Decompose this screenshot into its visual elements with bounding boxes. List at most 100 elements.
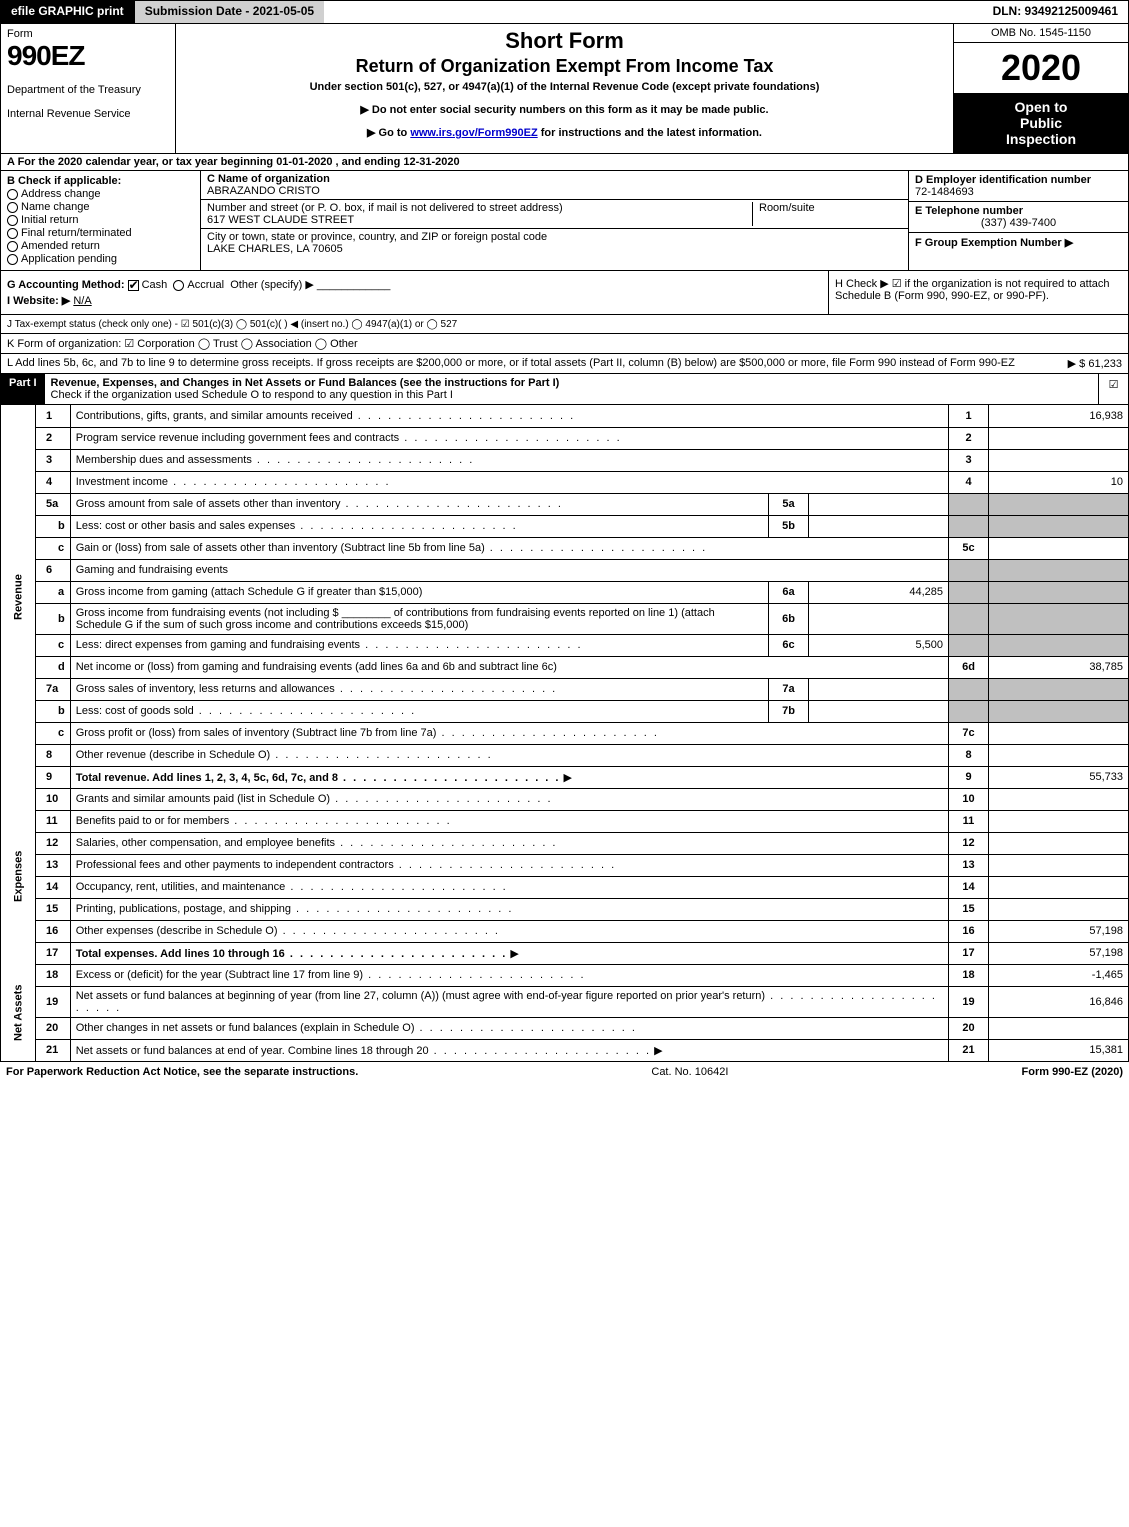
l7c-desc: Gross profit or (loss) from sales of inv… [76, 727, 659, 739]
l10-num: 10 [36, 788, 71, 810]
line-3: 3 Membership dues and assessments 3 [1, 449, 1129, 471]
l20-rnum: 20 [949, 1017, 989, 1039]
l8-desc: Other revenue (describe in Schedule O) [76, 749, 493, 761]
l5a-rval-shade [989, 493, 1129, 515]
line-4: 4 Investment income 4 10 [1, 471, 1129, 493]
omb-number: OMB No. 1545-1150 [954, 24, 1128, 43]
l9-val: 55,733 [989, 766, 1129, 788]
l9-desc: Total revenue. Add lines 1, 2, 3, 4, 5c,… [76, 772, 561, 784]
l11-rnum: 11 [949, 810, 989, 832]
l7c-rnum: 7c [949, 722, 989, 744]
line-14: 14 Occupancy, rent, utilities, and maint… [1, 876, 1129, 898]
l2-desc: Program service revenue including govern… [76, 432, 622, 444]
line-5b: b Less: cost or other basis and sales ex… [1, 515, 1129, 537]
l5a-desc: Gross amount from sale of assets other t… [76, 498, 563, 510]
footer-left: For Paperwork Reduction Act Notice, see … [6, 1066, 358, 1078]
line-11: 11 Benefits paid to or for members 11 [1, 810, 1129, 832]
room-suite: Room/suite [752, 202, 902, 226]
l5b-innum: 5b [769, 515, 809, 537]
L-amount: ▶ $ 61,233 [1068, 357, 1122, 370]
l3-val [989, 449, 1129, 471]
l1-desc: Contributions, gifts, grants, and simila… [76, 410, 575, 422]
telephone-value: (337) 439-7400 [915, 217, 1122, 229]
irs-link[interactable]: www.irs.gov/Form990EZ [410, 127, 537, 139]
expenses-side-label: Expenses [1, 788, 36, 964]
I-label: I Website: ▶ [7, 295, 70, 307]
l16-val: 57,198 [989, 920, 1129, 942]
l20-desc: Other changes in net assets or fund bala… [76, 1022, 637, 1034]
chk-address-change[interactable]: Address change [7, 188, 194, 200]
l15-num: 15 [36, 898, 71, 920]
form-word: Form [7, 28, 169, 40]
line-17: 17 Total expenses. Add lines 10 through … [1, 942, 1129, 964]
l5c-num: c [36, 537, 71, 559]
l17-arrow-icon [510, 948, 518, 960]
chk-cash[interactable] [128, 280, 139, 291]
org-name-row: C Name of organization ABRAZANDO CRISTO [201, 171, 908, 200]
l3-rnum: 3 [949, 449, 989, 471]
l6b-inval [809, 603, 949, 634]
l7b-rval-shade [989, 700, 1129, 722]
line-15: 15 Printing, publications, postage, and … [1, 898, 1129, 920]
line-7a: 7a Gross sales of inventory, less return… [1, 678, 1129, 700]
l7b-desc: Less: cost of goods sold [76, 705, 417, 717]
l6-num: 6 [36, 559, 71, 581]
footer-form-ref: Form 990-EZ (2020) [1022, 1066, 1123, 1078]
l12-val [989, 832, 1129, 854]
under-section: Under section 501(c), 527, or 4947(a)(1)… [184, 81, 945, 93]
chk-amended-return[interactable]: Amended return [7, 240, 194, 252]
chk-name-change-label: Name change [21, 201, 90, 213]
city-value: LAKE CHARLES, LA 70605 [207, 243, 902, 255]
chk-final-return-label: Final return/terminated [21, 227, 132, 239]
dept-treasury: Department of the Treasury [7, 84, 169, 96]
l6a-innum: 6a [769, 581, 809, 603]
l5a-num: 5a [36, 493, 71, 515]
l4-rnum: 4 [949, 471, 989, 493]
dept-irs: Internal Revenue Service [7, 108, 169, 120]
l6c-innum: 6c [769, 634, 809, 656]
line-13: 13 Professional fees and other payments … [1, 854, 1129, 876]
line-1: Revenue 1 Contributions, gifts, grants, … [1, 405, 1129, 427]
efile-print-button[interactable]: efile GRAPHIC print [1, 1, 134, 23]
open-to-public: Open to Public Inspection [954, 93, 1128, 153]
l6-rnum-shade [949, 559, 989, 581]
part-I-checkbox[interactable]: ☑ [1098, 374, 1128, 404]
chk-accrual[interactable] [173, 280, 184, 291]
l10-desc: Grants and similar amounts paid (list in… [76, 793, 553, 805]
l12-rnum: 12 [949, 832, 989, 854]
chk-initial-return[interactable]: Initial return [7, 214, 194, 226]
l10-val [989, 788, 1129, 810]
line-8: 8 Other revenue (describe in Schedule O)… [1, 744, 1129, 766]
l6b-rnum-shade [949, 603, 989, 634]
chk-app-pending[interactable]: Application pending [7, 253, 194, 265]
l14-desc: Occupancy, rent, utilities, and maintena… [76, 881, 508, 893]
chk-name-change[interactable]: Name change [7, 201, 194, 213]
l7a-num: 7a [36, 678, 71, 700]
G-label: G Accounting Method: [7, 279, 125, 291]
l21-desc: Net assets or fund balances at end of ye… [76, 1045, 651, 1057]
chk-final-return[interactable]: Final return/terminated [7, 227, 194, 239]
notice-ssn: ▶ Do not enter social security numbers o… [184, 103, 945, 116]
line-16: 16 Other expenses (describe in Schedule … [1, 920, 1129, 942]
l21-num: 21 [36, 1039, 71, 1061]
line-7b: b Less: cost of goods sold 7b [1, 700, 1129, 722]
l19-desc: Net assets or fund balances at beginning… [76, 990, 937, 1014]
address-row: Number and street (or P. O. box, if mail… [201, 200, 908, 229]
open-line2: Public [958, 115, 1124, 131]
address-label: Number and street (or P. O. box, if mail… [207, 202, 752, 214]
l6c-inval: 5,500 [809, 634, 949, 656]
l13-rnum: 13 [949, 854, 989, 876]
l7b-rnum-shade [949, 700, 989, 722]
l14-rnum: 14 [949, 876, 989, 898]
l19-val: 16,846 [989, 986, 1129, 1017]
l10-rnum: 10 [949, 788, 989, 810]
l19-rnum: 19 [949, 986, 989, 1017]
row-A-tax-year: A For the 2020 calendar year, or tax yea… [0, 154, 1129, 171]
notice-goto-pre: ▶ Go to [367, 127, 410, 139]
l2-val [989, 427, 1129, 449]
l7a-rval-shade [989, 678, 1129, 700]
l17-rnum: 17 [949, 942, 989, 964]
l6c-rnum-shade [949, 634, 989, 656]
l18-val: -1,465 [989, 964, 1129, 986]
line-12: 12 Salaries, other compensation, and emp… [1, 832, 1129, 854]
